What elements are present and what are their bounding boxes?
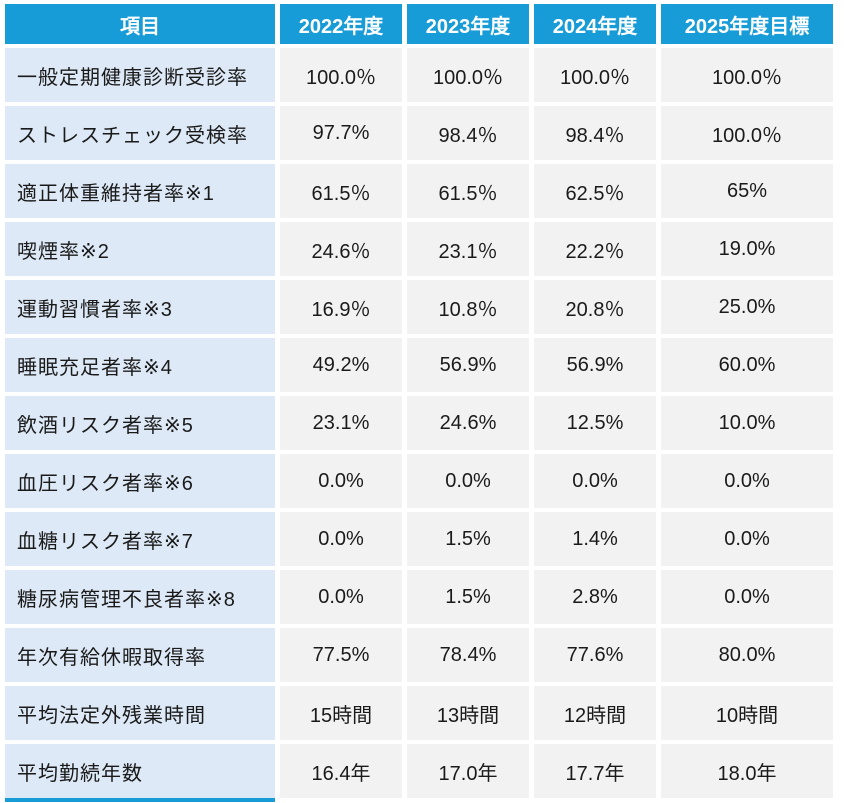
cell-value: 100.0％ [661, 48, 833, 102]
cell-value: 24.6% [407, 396, 529, 450]
row-label: 平均法定外残業時間 [5, 686, 275, 740]
cell-value: 1.5% [407, 512, 529, 566]
cell-value: 2.8% [534, 570, 656, 624]
cell-value: 0.0% [407, 454, 529, 508]
cell-value: 60.0% [661, 338, 833, 392]
table-row: 飲酒リスク者率※5 23.1% 24.6% 12.5% 10.0% [5, 396, 833, 450]
table-row: 平均勤続年数 16.4年 17.0年 17.7年 18.0年 [5, 744, 833, 798]
cell-value: 98.4％ [407, 106, 529, 160]
cell-value: 56.9% [407, 338, 529, 392]
cell-value: 61.5％ [280, 164, 402, 218]
row-label: 飲酒リスク者率※5 [5, 396, 275, 450]
column-header-item: 項目 [5, 4, 275, 44]
table-row: 血圧リスク者率※6 0.0% 0.0% 0.0% 0.0% [5, 454, 833, 508]
cell-value: 100.0％ [661, 106, 833, 160]
column-header-year: 2022年度 [280, 4, 402, 44]
cell-value: 97.7% [280, 106, 402, 160]
cell-value: 18.0年 [661, 744, 833, 798]
table-row: 一般定期健康診断受診率 100.0％ 100.0％ 100.0％ 100.0％ [5, 48, 833, 102]
cell-value: 17.0年 [407, 744, 529, 798]
cell-value: 0.0% [661, 454, 833, 508]
table-row: 糖尿病管理不良者率※8 0.0% 1.5% 2.8% 0.0% [5, 570, 833, 624]
cell-value: 0.0% [280, 512, 402, 566]
column-header-year: 2023年度 [407, 4, 529, 44]
row-label: 運動習慣者率※3 [5, 280, 275, 334]
cell-value: 25.0% [661, 280, 833, 334]
row-label: 糖尿病管理不良者率※8 [5, 570, 275, 624]
cell-value: 12時間 [534, 686, 656, 740]
row-label: 血圧リスク者率※6 [5, 454, 275, 508]
cell-value: 65% [661, 164, 833, 218]
row-label: 睡眠充足者率※4 [5, 338, 275, 392]
cell-value: 100.0％ [407, 48, 529, 102]
cell-value: 22.2％ [534, 222, 656, 276]
cell-value: 10.0% [661, 396, 833, 450]
cell-value: 13時間 [407, 686, 529, 740]
cell-value: 100.0％ [280, 48, 402, 102]
cell-value: 77.5% [280, 628, 402, 682]
cell-value: 10.8％ [407, 280, 529, 334]
cell-value: 77.6% [534, 628, 656, 682]
table-row: ストレスチェック受検率 97.7% 98.4％ 98.4％ 100.0％ [5, 106, 833, 160]
cell-value: 10時間 [661, 686, 833, 740]
table-row: 適正体重維持者率※1 61.5％ 61.5％ 62.5％ 65% [5, 164, 833, 218]
row-label: 喫煙率※2 [5, 222, 275, 276]
cell-value: 12.5% [534, 396, 656, 450]
cell-value: 0.0% [280, 570, 402, 624]
row-label: ストレスチェック受検率 [5, 106, 275, 160]
row-label: 平均勤続年数 [5, 744, 275, 798]
cell-value: 24.6％ [280, 222, 402, 276]
cell-value: 23.1％ [407, 222, 529, 276]
cell-value: 78.4% [407, 628, 529, 682]
table-row: 運動習慣者率※3 16.9％ 10.8％ 20.8％ 25.0% [5, 280, 833, 334]
cell-value: 20.8％ [534, 280, 656, 334]
column-header-year: 2024年度 [534, 4, 656, 44]
cell-value: 19.0% [661, 222, 833, 276]
table-row: 睡眠充足者率※4 49.2% 56.9% 56.9% 60.0% [5, 338, 833, 392]
row-label: 適正体重維持者率※1 [5, 164, 275, 218]
cell-value: 80.0% [661, 628, 833, 682]
cell-value: 62.5％ [534, 164, 656, 218]
cell-value: 1.5% [407, 570, 529, 624]
cell-value: 98.4％ [534, 106, 656, 160]
table-row: 平均法定外残業時間 15時間 13時間 12時間 10時間 [5, 686, 833, 740]
cell-value: 1.4% [534, 512, 656, 566]
cell-value: 16.9％ [280, 280, 402, 334]
cell-value: 16.4年 [280, 744, 402, 798]
cell-value: 49.2% [280, 338, 402, 392]
row-label: 年次有給休暇取得率 [5, 628, 275, 682]
table-body: 一般定期健康診断受診率 100.0％ 100.0％ 100.0％ 100.0％ ストレスチ… [5, 48, 833, 798]
cell-value: 0.0% [661, 570, 833, 624]
row-label: 血糖リスク者率※7 [5, 512, 275, 566]
cell-value: 15時間 [280, 686, 402, 740]
row-label: 一般定期健康診断受診率 [5, 48, 275, 102]
cell-value: 100.0％ [534, 48, 656, 102]
table-row: 血糖リスク者率※7 0.0% 1.5% 1.4% 0.0% [5, 512, 833, 566]
cell-value: 0.0% [534, 454, 656, 508]
cell-value: 56.9% [534, 338, 656, 392]
column-header-year: 2025年度目標 [661, 4, 833, 44]
cell-value: 17.7年 [534, 744, 656, 798]
cell-value: 0.0% [661, 512, 833, 566]
cell-value: 23.1% [280, 396, 402, 450]
table-row: 年次有給休暇取得率 77.5% 78.4% 77.6% 80.0% [5, 628, 833, 682]
header-row: 項目 2022年度 2023年度 2024年度 2025年度目標 [5, 4, 833, 44]
table-row: 喫煙率※2 24.6％ 23.1％ 22.2％ 19.0% [5, 222, 833, 276]
cell-value: 0.0% [280, 454, 402, 508]
cell-value: 61.5％ [407, 164, 529, 218]
